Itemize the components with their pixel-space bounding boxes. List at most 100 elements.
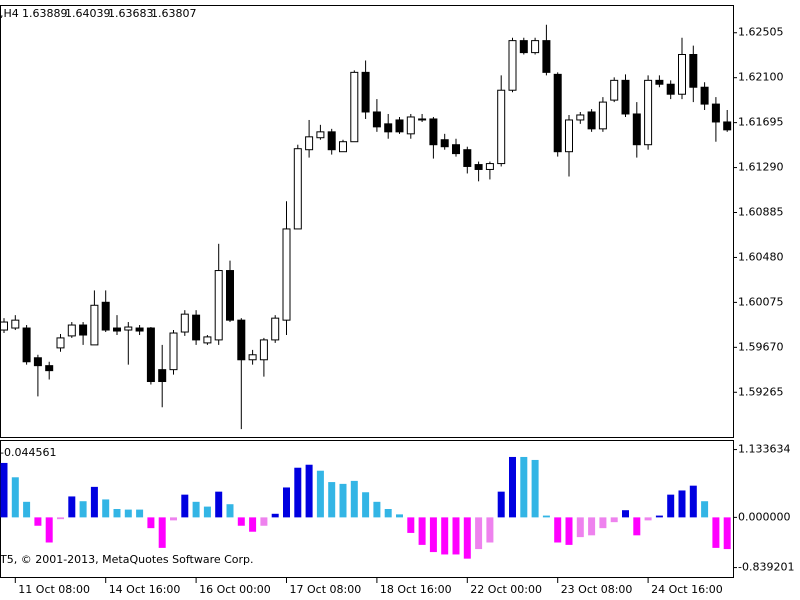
candle-body (316, 131, 325, 139)
candle-body (113, 327, 121, 332)
candle-body (542, 40, 551, 73)
histogram-bar (226, 504, 234, 518)
histogram-bar (170, 517, 177, 521)
candle-body (259, 339, 268, 361)
y-tick-label: 1.62100 (738, 71, 784, 84)
histogram-bar (622, 510, 629, 518)
x-tick-label: 17 Oct 08:00 (290, 583, 362, 596)
histogram (0, 456, 731, 559)
candle-body (429, 118, 438, 146)
x-tick-label: 24 Oct 16:00 (651, 583, 723, 596)
histogram-bar (565, 517, 573, 545)
histogram-bar (396, 514, 403, 518)
candle-body (610, 79, 619, 101)
candle-body (700, 86, 709, 105)
y-tick-label: 1.60480 (738, 250, 784, 263)
candle-body (361, 71, 370, 113)
histogram-bar (554, 517, 562, 543)
histogram-bar (497, 491, 505, 518)
histogram-bar (429, 517, 437, 553)
histogram-bar (588, 517, 596, 536)
histogram-bar (45, 517, 53, 543)
histogram-bar (316, 470, 324, 518)
candle-body (598, 101, 607, 130)
candle-body (508, 40, 517, 91)
candle-body (644, 79, 653, 146)
candle-body (553, 73, 562, 153)
candle-body (0, 321, 8, 331)
histogram-bar (136, 509, 144, 518)
candle-body (203, 336, 212, 344)
histogram-bar (215, 491, 223, 518)
candle-body (214, 270, 223, 341)
histogram-bar (305, 464, 313, 518)
y-tick-label: 1.61695 (738, 116, 784, 129)
candle-body (406, 116, 415, 135)
candle-body (135, 327, 144, 332)
histogram-bar (0, 462, 8, 518)
candle-body (158, 369, 167, 383)
histogram-bar (701, 501, 709, 518)
y-tick-label: 1.133634 (738, 443, 791, 456)
histogram-bar (23, 501, 31, 518)
histogram-bar (655, 515, 663, 518)
price-panel (0, 5, 734, 438)
candle-body (339, 141, 347, 153)
x-tick-label: 11 Oct 08:00 (18, 583, 90, 596)
candle-body (305, 136, 314, 151)
histogram-bar (712, 517, 720, 548)
candle-body (327, 131, 336, 151)
histogram-bar (418, 517, 426, 545)
header: ,H4 1.63889 1.64039 1.63683 1.63807 (0, 7, 197, 20)
histogram-bar (124, 509, 132, 518)
x-tick-label: 22 Oct 00:00 (470, 583, 542, 596)
histogram-bar (463, 517, 471, 559)
candle-body (474, 164, 483, 170)
histogram-bar (237, 517, 245, 526)
y-tick-label: 1.59265 (738, 385, 784, 398)
histogram-bar (644, 517, 652, 521)
histogram-bar (509, 456, 516, 518)
histogram-bar (294, 467, 302, 518)
candle-body (723, 121, 732, 131)
histogram-bar (260, 517, 268, 526)
histogram-bar (610, 517, 618, 523)
histogram-bar (452, 517, 460, 555)
histogram-bar (486, 517, 494, 543)
candle-body (395, 119, 404, 133)
histogram-bar (11, 477, 19, 518)
candle-body (56, 337, 65, 349)
candle-body (655, 79, 664, 85)
candle-body (440, 139, 449, 148)
histogram-bar (384, 509, 392, 518)
candle-body (452, 144, 460, 155)
histogram-bar (689, 485, 697, 518)
candle-body (248, 354, 257, 361)
y-tick-label: 1.60885 (738, 206, 784, 219)
histogram-bar (158, 517, 166, 548)
histogram-bar (362, 492, 370, 518)
candle-body (666, 83, 675, 95)
histogram-bar (57, 517, 64, 520)
histogram-bar (678, 490, 686, 518)
y-tick-label: -0.839201 (738, 561, 794, 574)
x-tick-label: 23 Oct 08:00 (561, 583, 633, 596)
y-tick-label: 1.62505 (738, 26, 784, 39)
histogram-bar (723, 517, 731, 550)
histogram-bar (633, 517, 641, 536)
histogram-bar (520, 456, 528, 518)
y-tick-label: 1.59670 (738, 340, 784, 353)
histogram-bar (407, 517, 415, 533)
ohlc-close: 1.63807 (151, 7, 197, 20)
histogram-bar (328, 482, 336, 518)
histogram-bar (181, 494, 189, 518)
histogram-bar (667, 494, 675, 518)
histogram-bar (192, 501, 200, 518)
candle-body (124, 326, 133, 331)
candle-body (271, 317, 280, 341)
histogram-bar (271, 513, 279, 518)
candle-body (192, 314, 201, 341)
symbol-period: ,H4 (0, 7, 19, 20)
histogram-bar (542, 515, 550, 518)
